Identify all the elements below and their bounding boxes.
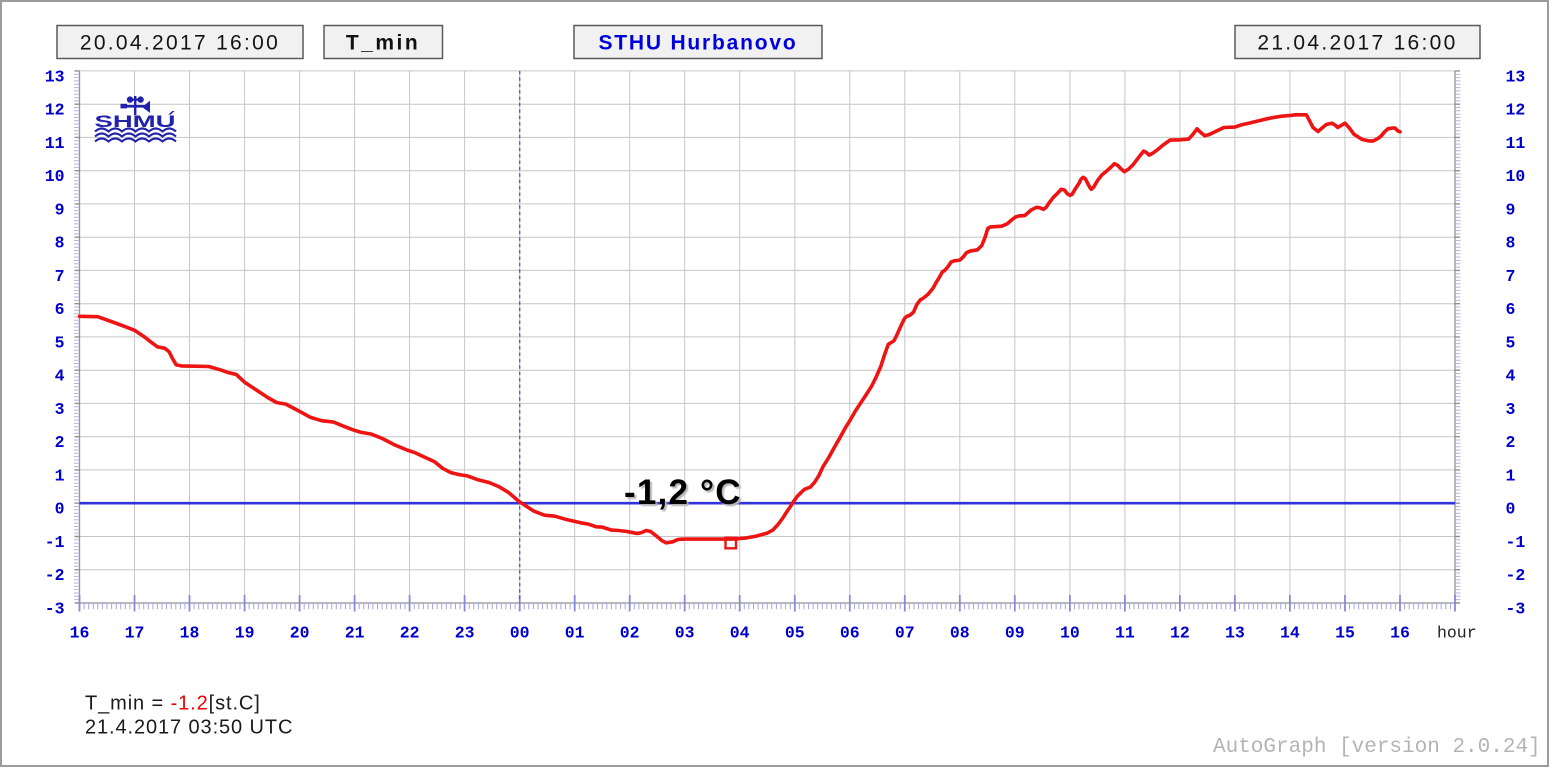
svg-text:13: 13 (1225, 624, 1245, 643)
svg-text:10: 10 (1506, 167, 1526, 186)
svg-text:hour: hour (1437, 624, 1477, 643)
svg-text:1: 1 (1506, 466, 1516, 485)
svg-text:9: 9 (1506, 200, 1516, 219)
svg-text:11: 11 (1506, 134, 1526, 153)
svg-text:0: 0 (55, 500, 65, 519)
svg-text:T_min: T_min (346, 32, 420, 55)
svg-text:11: 11 (45, 134, 65, 153)
svg-text:8: 8 (55, 234, 65, 253)
svg-text:18: 18 (180, 624, 200, 643)
svg-text:14: 14 (1280, 624, 1300, 643)
svg-text:19: 19 (235, 624, 255, 643)
svg-text:17: 17 (125, 624, 145, 643)
svg-text:16: 16 (70, 624, 90, 643)
svg-text:23: 23 (455, 624, 475, 643)
svg-text:-1: -1 (1506, 533, 1526, 552)
svg-text:6: 6 (1506, 300, 1516, 319)
svg-text:AutoGraph [version 2.0.24]: AutoGraph [version 2.0.24] (1213, 736, 1541, 759)
svg-text:10: 10 (45, 167, 65, 186)
svg-text:16: 16 (1390, 624, 1410, 643)
svg-text:4: 4 (1506, 367, 1516, 386)
svg-text:1: 1 (55, 466, 65, 485)
svg-text:7: 7 (55, 267, 65, 286)
svg-text:13: 13 (45, 67, 65, 86)
svg-text:15: 15 (1335, 624, 1355, 643)
svg-text:12: 12 (45, 101, 65, 120)
svg-text:09: 09 (1005, 624, 1025, 643)
svg-text:02: 02 (620, 624, 640, 643)
svg-text:8: 8 (1506, 234, 1516, 253)
svg-text:06: 06 (840, 624, 860, 643)
svg-text:SHMU: SHMU (95, 113, 176, 131)
svg-text:20.04.2017 16:00: 20.04.2017 16:00 (80, 32, 280, 55)
svg-text:04: 04 (730, 624, 750, 643)
svg-text:21.04.2017 16:00: 21.04.2017 16:00 (1257, 32, 1457, 55)
svg-text:3: 3 (55, 400, 65, 419)
svg-text:10: 10 (1060, 624, 1080, 643)
svg-text:-2: -2 (1506, 566, 1526, 585)
svg-text:00: 00 (510, 624, 530, 643)
svg-text:3: 3 (1506, 400, 1516, 419)
svg-text:5: 5 (1506, 333, 1516, 352)
svg-text:22: 22 (400, 624, 420, 643)
svg-text:11: 11 (1115, 624, 1135, 643)
svg-text:-1,2 °C: -1,2 °C (624, 473, 742, 512)
svg-text:9: 9 (55, 200, 65, 219)
svg-text:-3: -3 (45, 599, 65, 618)
svg-text:STHU Hurbanovo: STHU Hurbanovo (598, 32, 797, 55)
svg-text:20: 20 (290, 624, 310, 643)
svg-text:2: 2 (55, 433, 65, 452)
svg-text:7: 7 (1506, 267, 1516, 286)
svg-text:13: 13 (1506, 67, 1526, 86)
svg-text:-3: -3 (1506, 599, 1526, 618)
svg-text:T_min = -1.2[st.C]: T_min = -1.2[st.C] (85, 693, 261, 715)
svg-text:2: 2 (1506, 433, 1516, 452)
svg-text:0: 0 (1506, 500, 1516, 519)
svg-text:12: 12 (1506, 101, 1526, 120)
svg-text:5: 5 (55, 333, 65, 352)
svg-text:03: 03 (675, 624, 695, 643)
svg-text:21: 21 (345, 624, 365, 643)
svg-text:6: 6 (55, 300, 65, 319)
svg-text:05: 05 (785, 624, 805, 643)
svg-text:07: 07 (895, 624, 915, 643)
svg-text:08: 08 (950, 624, 970, 643)
svg-text:4: 4 (55, 367, 65, 386)
svg-text:-1: -1 (45, 533, 65, 552)
svg-text:12: 12 (1170, 624, 1190, 643)
svg-text:01: 01 (565, 624, 585, 643)
svg-text:21.4.2017 03:50 UTC: 21.4.2017 03:50 UTC (85, 717, 293, 739)
svg-text:-2: -2 (45, 566, 65, 585)
